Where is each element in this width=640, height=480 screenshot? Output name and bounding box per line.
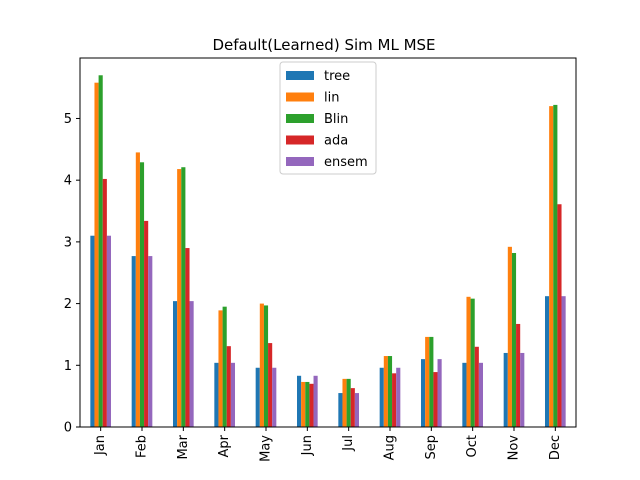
y-tick-label: 3 <box>64 235 72 250</box>
bar-ensem-oct <box>478 362 483 427</box>
bar-lin-dec <box>549 106 554 427</box>
bar-blin-may <box>263 305 269 427</box>
y-tick-label: 1 <box>64 359 72 374</box>
bar-lin-apr <box>218 310 223 427</box>
bar-ensem-may <box>272 367 277 427</box>
bar-ada-sep <box>433 372 438 427</box>
bar-ensem-aug <box>396 367 401 427</box>
x-tick-label-sep: Sep <box>424 435 439 460</box>
bar-lin-may <box>259 303 264 427</box>
bar-tree-sep <box>421 359 426 427</box>
y-tick-label: 5 <box>64 112 72 127</box>
legend-swatch-tree <box>286 71 314 80</box>
axes-frame <box>79 57 577 428</box>
legend: tree lin Blin ada ensem <box>279 61 377 175</box>
bar-ada-dec <box>557 204 562 427</box>
x-tick-label-jun: Jun <box>300 435 315 456</box>
bar-blin-aug <box>387 356 393 427</box>
y-axis: 0 1 2 3 4 5 <box>64 112 80 436</box>
bar-ensem-nov <box>520 352 525 427</box>
bar-tree-may <box>255 367 260 427</box>
bar-blin-sep <box>429 336 434 427</box>
bar-tree-jul <box>338 393 343 427</box>
chart-title: Default(Learned) Sim ML MSE <box>212 36 435 54</box>
bar-blin-jul <box>346 378 351 427</box>
bar-blin-jan <box>98 75 103 428</box>
bar-lin-aug <box>383 356 388 427</box>
bar-lin-nov <box>507 246 512 427</box>
x-tick-label-apr: Apr <box>217 434 232 457</box>
bar-ada-oct <box>474 346 479 427</box>
legend-box <box>279 61 377 175</box>
x-tick-label-may: May <box>259 435 274 462</box>
bar-lin-oct <box>466 296 471 427</box>
bar-ada-jun <box>309 383 314 427</box>
legend-swatch-blin <box>286 114 314 123</box>
legend-label-ada: ada <box>324 134 348 149</box>
bar-tree-mar <box>173 301 178 427</box>
bar-ada-aug <box>392 373 397 427</box>
bar-ada-feb <box>144 220 149 427</box>
bar-blin-oct <box>470 298 475 427</box>
y-tick-label: 2 <box>64 297 72 312</box>
bar-tree-apr <box>214 362 219 427</box>
x-tick-label-jul: Jul <box>341 435 356 452</box>
bar-lin-jul <box>342 378 347 427</box>
bar-blin-jun <box>305 381 310 427</box>
bar-lin-feb <box>135 152 140 427</box>
x-tick-label-mar: Mar <box>176 434 191 459</box>
bar-lin-sep <box>425 336 430 427</box>
bar-tree-dec <box>545 296 550 427</box>
bar-ensem-jul <box>354 393 359 427</box>
bar-blin-apr <box>222 306 227 427</box>
bar-lin-mar <box>177 169 182 427</box>
x-tick-label-nov: Nov <box>507 435 522 461</box>
bar-tree-aug <box>379 367 384 427</box>
legend-swatch-lin <box>286 92 314 102</box>
bar-tree-jun <box>297 375 302 427</box>
x-tick-label-dec: Dec <box>548 435 563 460</box>
bar-ensem-sep <box>437 359 442 427</box>
legend-label-lin: lin <box>324 91 339 106</box>
bar-blin-dec <box>553 104 558 427</box>
legend-label-ensem: ensem <box>324 155 368 170</box>
x-tick-label-jan: Jan <box>93 435 108 456</box>
bar-lin-jan <box>94 82 99 427</box>
x-axis: Jan Feb Mar Apr May Jun Jul Aug Sep Oct Nov Dec <box>93 427 563 462</box>
bar-tree-jan <box>90 235 95 427</box>
bar-blin-nov <box>511 252 517 427</box>
legend-label-tree: tree <box>324 69 350 84</box>
y-tick-label: 4 <box>64 174 72 189</box>
bar-ensem-apr <box>230 362 235 427</box>
bar-ada-nov <box>516 323 521 427</box>
bar-blin-feb <box>139 162 145 428</box>
bar-tree-oct <box>462 362 467 427</box>
bar-ensem-feb <box>148 256 153 427</box>
legend-swatch-ensem <box>286 157 314 166</box>
x-tick-label-oct: Oct <box>465 435 480 457</box>
bar-blin-mar <box>181 167 186 428</box>
bar-ada-jan <box>102 178 107 427</box>
bar-ensem-jan <box>106 235 111 427</box>
bars-group <box>90 75 566 428</box>
bar-tree-feb <box>131 256 136 427</box>
bar-ensem-mar <box>189 301 194 427</box>
x-tick-label-aug: Aug <box>383 435 398 460</box>
bar-ensem-jun <box>313 375 318 427</box>
bar-ensem-dec <box>561 296 566 427</box>
bar-ada-may <box>268 343 273 427</box>
bar-ada-jul <box>350 388 355 427</box>
bar-ada-apr <box>226 346 231 427</box>
bar-tree-nov <box>503 352 508 427</box>
legend-swatch-ada <box>286 135 314 145</box>
bar-lin-jun <box>301 381 306 427</box>
bar-ada-mar <box>185 248 190 427</box>
legend-label-blin: Blin <box>324 112 348 127</box>
y-tick-label: 0 <box>64 421 72 436</box>
x-tick-label-feb: Feb <box>135 435 150 458</box>
